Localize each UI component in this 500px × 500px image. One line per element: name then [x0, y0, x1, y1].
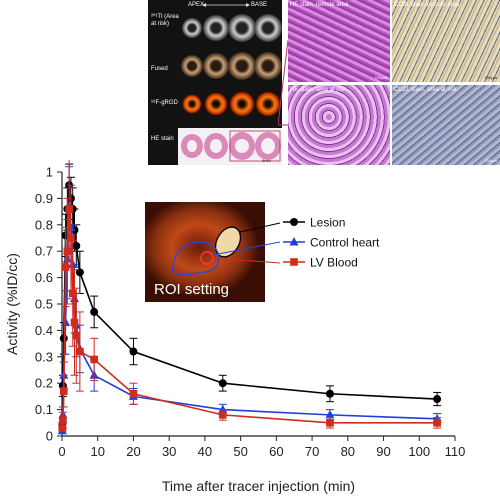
x-axis-title: Time after tracer injection (min): [162, 478, 355, 494]
y-tick-label: 0.1: [35, 402, 53, 417]
legend-marker: [290, 218, 298, 226]
y-tick-label: 0.8: [35, 217, 53, 232]
y-tick-label: 0.4: [35, 323, 53, 338]
fused-row: [181, 52, 282, 80]
data-point: [218, 404, 228, 414]
cardiac-scan-montage: APEX BASE ²⁰¹Tl (Area at risk) Fused ¹⁸F…: [148, 0, 282, 165]
cd31-remote-caption: CD31 stain, remote area: [394, 2, 460, 8]
roi-inset-image: ROI setting: [145, 202, 281, 302]
legend: Lesion Control heart LV Blood: [283, 216, 380, 270]
legend-marker: [290, 258, 298, 266]
data-point: [59, 416, 67, 424]
y-tick-label: 1: [46, 165, 53, 180]
data-point: [61, 263, 70, 271]
he-row: [181, 130, 281, 162]
x-tick-label: 50: [233, 444, 247, 459]
data-point: [433, 395, 442, 404]
data-point: [72, 331, 81, 340]
chart-axes: 0 10 20 30 40 50 60 70 80 90 100 110 0 0.1 0.2 0.3 0.4 0.…: [4, 165, 465, 495]
legend-label: Control heart: [310, 236, 380, 250]
heart-slices: [178, 14, 282, 165]
data-point: [325, 389, 334, 398]
activity-chart: 0 10 20 30 40 50 60 70 80 90 100 110 0 0.1 0.2 0.3 0.4 0.…: [4, 160, 465, 495]
y-tick-label: 0.3: [35, 349, 53, 364]
he-remote-scale: 100μm: [374, 75, 387, 80]
x-tick-label: 20: [126, 444, 140, 459]
y-tick-label: 0: [46, 429, 53, 444]
x-tick-label: 90: [376, 444, 390, 459]
he-risk-image: HE stain, area at risk: [288, 85, 390, 165]
figure-image-panel: APEX BASE ²⁰¹Tl (Area at risk) Fused ¹⁸F…: [148, 0, 500, 165]
data-point: [218, 379, 227, 388]
data-point: [72, 241, 81, 250]
apex-base-arrow: [202, 3, 250, 7]
cd31-risk-scale: 100μm: [484, 158, 497, 163]
cd31-remote-image: CD31 stain, remote area 100μm: [392, 0, 500, 82]
x-tick-label: 0: [58, 444, 65, 459]
data-point: [68, 289, 77, 298]
data-point: [325, 409, 335, 419]
data-point: [90, 355, 98, 364]
base-label: BASE: [251, 2, 268, 8]
row-label-rgd: ¹⁸F-gRGD: [151, 100, 178, 106]
blood-pointer: [212, 257, 281, 264]
apex-label: APEX: [188, 2, 205, 8]
rgd-row: [182, 91, 281, 117]
x-tick-label: 100: [408, 444, 430, 459]
data-point: [90, 307, 99, 316]
row-label-he: HE stain: [151, 136, 174, 142]
cd31-risk-image: CD31 stain, area at risk 100μm: [392, 85, 500, 165]
control-pointer: [212, 241, 281, 256]
y-tick-label: 0.9: [35, 191, 53, 206]
y-tick-label: 0.7: [35, 244, 53, 259]
he-risk-caption: HE stain, area at risk: [290, 87, 346, 93]
data-point: [76, 347, 84, 356]
x-tick-label: 40: [198, 444, 212, 459]
x-tick-label: 70: [305, 444, 319, 459]
data-point: [129, 389, 138, 398]
data-point: [58, 424, 67, 432]
row-label-fused: Fused: [151, 66, 168, 72]
he-remote-caption: HE stain, remote area: [290, 2, 349, 8]
scan-scale-label: 5mm: [262, 158, 271, 163]
row-label-tl: ²⁰¹Tl (Area at risk): [151, 14, 179, 27]
lesion-pointer: [239, 222, 281, 233]
y-tick-label: 0.5: [35, 297, 53, 312]
data-point: [326, 419, 334, 427]
y-tick-label: 0.6: [35, 270, 53, 285]
tl-row: [182, 14, 282, 42]
data-point: [59, 387, 68, 395]
data-point: [129, 347, 138, 356]
roi-setting-label: ROI setting: [154, 281, 229, 298]
x-tick-label: 30: [162, 444, 176, 459]
data-point: [218, 411, 227, 419]
data-point: [65, 205, 73, 213]
legend-label: Lesion: [310, 216, 345, 230]
x-tick-label: 60: [269, 444, 283, 459]
data-point: [67, 234, 75, 242]
zoom-connectors: [278, 39, 289, 126]
x-tick-label: 10: [90, 444, 104, 459]
cd31-remote-scale: 100μm: [484, 75, 497, 80]
y-axis-title: Activity (%ID/cc): [4, 253, 20, 355]
y-tick-label: 0.2: [35, 376, 53, 391]
legend-label: LV Blood: [310, 256, 358, 270]
series-lv-blood: [58, 160, 442, 432]
legend-marker: [289, 237, 299, 246]
data-point: [75, 268, 84, 277]
data-point: [63, 247, 72, 255]
cd31-risk-caption: CD31 stain, area at risk: [394, 87, 457, 93]
series-line: [61, 208, 438, 429]
data-point: [433, 419, 441, 427]
he-remote-image: HE stain, remote area 100μm: [288, 0, 390, 82]
x-tick-label: 80: [341, 444, 355, 459]
data-point: [70, 318, 79, 327]
x-tick-label: 110: [445, 444, 466, 459]
